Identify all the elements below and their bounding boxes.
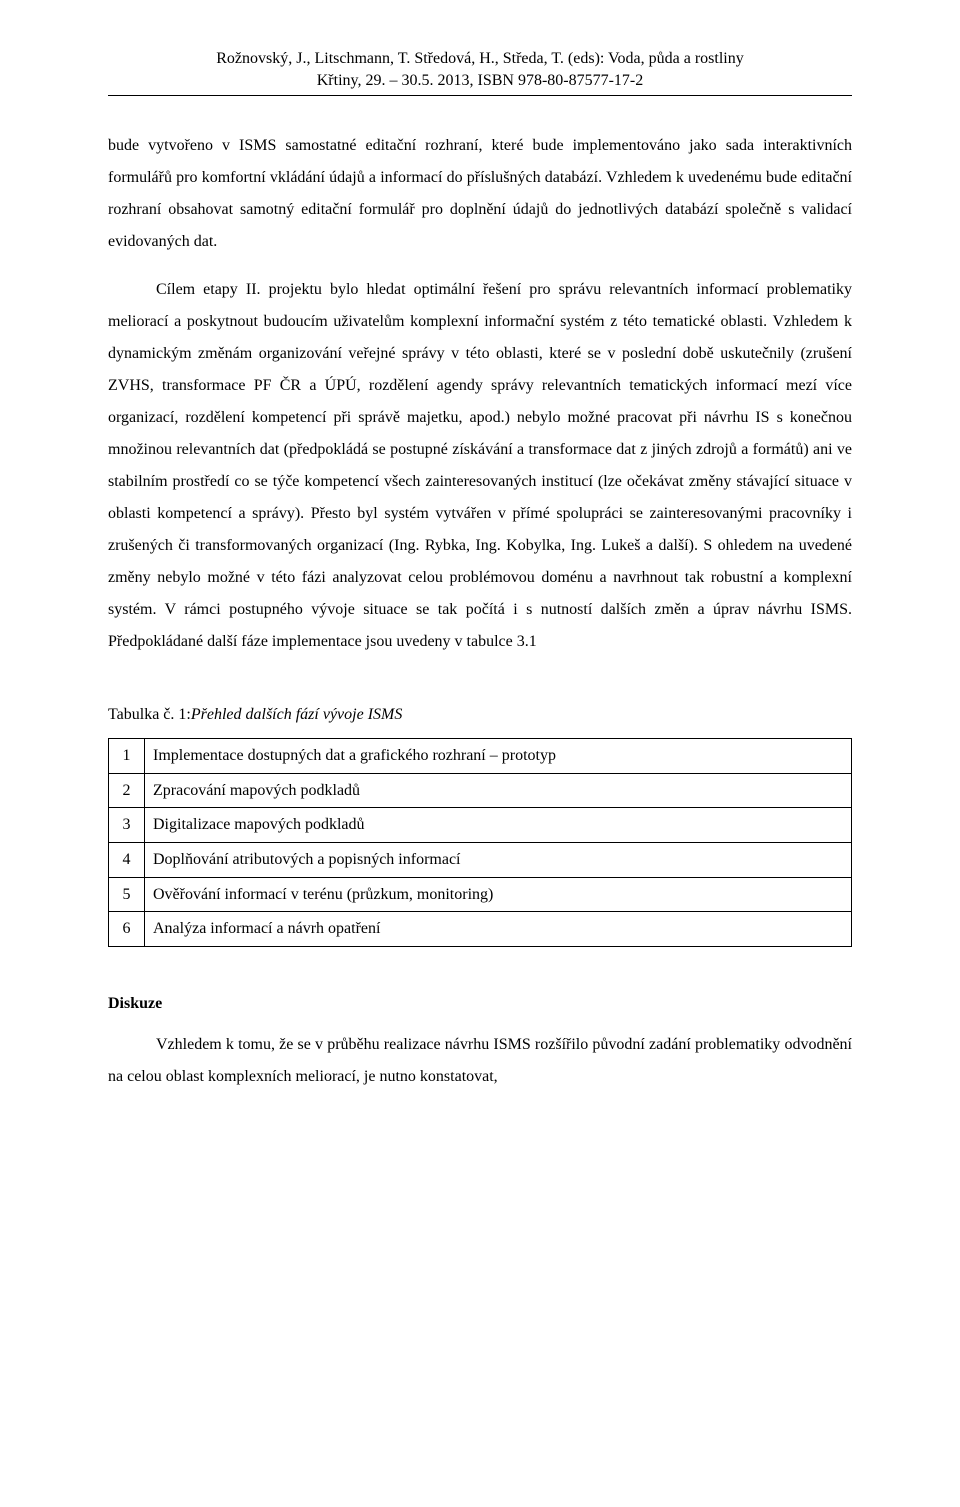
table-row: 4 Doplňování atributových a popisných in…: [109, 842, 852, 877]
header-line-1: Rožnovský, J., Litschmann, T. Středová, …: [108, 48, 852, 70]
discussion-body: Vzhledem k tomu, že se v průběhu realiza…: [108, 1029, 852, 1093]
table-cell-text: Ověřování informací v terénu (průzkum, m…: [145, 877, 852, 912]
table-caption-title: Přehled dalších fází vývoje ISMS: [191, 706, 403, 723]
table-row: 5 Ověřování informací v terénu (průzkum,…: [109, 877, 852, 912]
table-cell-text: Implementace dostupných dat a grafického…: [145, 739, 852, 774]
paragraph-2: Cílem etapy II. projektu bylo hledat opt…: [108, 274, 852, 658]
page-header: Rožnovský, J., Litschmann, T. Středová, …: [108, 48, 852, 91]
table-row: 1 Implementace dostupných dat a grafické…: [109, 739, 852, 774]
body-text: bude vytvořeno v ISMS samostatné editačn…: [108, 130, 852, 658]
table-row: 3 Digitalizace mapových podkladů: [109, 808, 852, 843]
table-cell-num: 3: [109, 808, 145, 843]
table-cell-text: Doplňování atributových a popisných info…: [145, 842, 852, 877]
discussion-paragraph-1: Vzhledem k tomu, že se v průběhu realiza…: [108, 1029, 852, 1093]
table-cell-text: Digitalizace mapových podkladů: [145, 808, 852, 843]
table-caption-prefix: Tabulka č. 1:: [108, 706, 191, 723]
table-row: 2 Zpracování mapových podkladů: [109, 773, 852, 808]
phases-table: 1 Implementace dostupných dat a grafické…: [108, 738, 852, 947]
header-line-2: Křtiny, 29. – 30.5. 2013, ISBN 978-80-87…: [108, 70, 852, 92]
table-cell-num: 2: [109, 773, 145, 808]
table-cell-num: 5: [109, 877, 145, 912]
table-cell-num: 1: [109, 739, 145, 774]
table-cell-text: Analýza informací a návrh opatření: [145, 912, 852, 947]
paragraph-1: bude vytvořeno v ISMS samostatné editačn…: [108, 130, 852, 258]
table-cell-num: 6: [109, 912, 145, 947]
header-rule: [108, 95, 852, 96]
table-cell-text: Zpracování mapových podkladů: [145, 773, 852, 808]
table-row: 6 Analýza informací a návrh opatření: [109, 912, 852, 947]
discussion-heading: Diskuze: [108, 995, 852, 1013]
table-caption: Tabulka č. 1:Přehled dalších fází vývoje…: [108, 706, 852, 724]
table-cell-num: 4: [109, 842, 145, 877]
